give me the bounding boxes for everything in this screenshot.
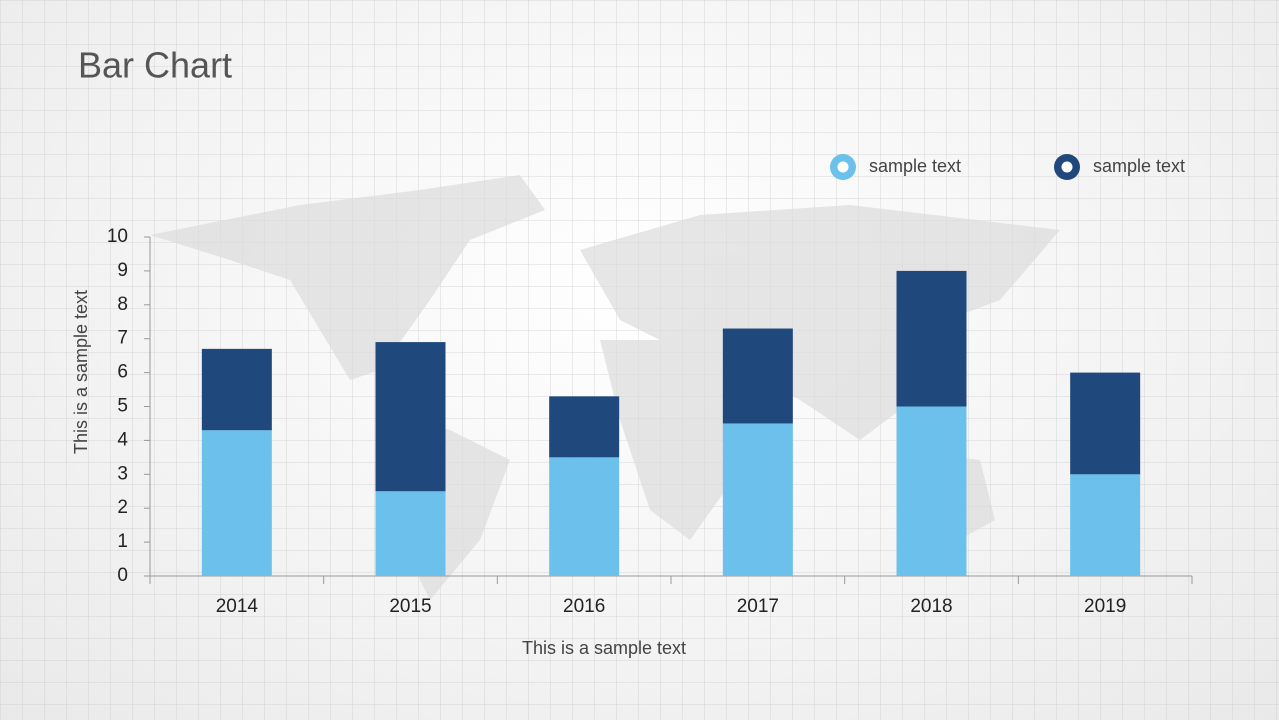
bar-segment xyxy=(896,406,967,576)
y-tick-label: 4 xyxy=(117,429,128,450)
legend-marker-dot xyxy=(837,161,849,173)
bar-segment xyxy=(722,328,793,424)
x-tick-label: 2015 xyxy=(389,596,431,617)
bar-segment xyxy=(549,396,620,458)
bar-segment xyxy=(375,491,446,576)
x-axis-label: This is a sample text xyxy=(522,638,686,658)
y-tick-label: 7 xyxy=(117,328,128,349)
bar-segment xyxy=(201,348,272,431)
bar-segment xyxy=(375,342,446,492)
bar-segment xyxy=(201,430,272,576)
y-tick-label: 10 xyxy=(107,226,128,247)
bar-segment xyxy=(549,457,620,576)
bar-segment xyxy=(722,423,793,576)
chart-title: Bar Chart xyxy=(78,45,232,86)
x-tick-label: 2017 xyxy=(737,596,779,617)
y-tick-label: 2 xyxy=(117,497,128,518)
bar-segment xyxy=(1070,372,1141,475)
y-tick-label: 9 xyxy=(117,260,128,281)
y-tick-label: 3 xyxy=(117,463,128,484)
y-tick-label: 8 xyxy=(117,294,128,315)
legend-label: sample text xyxy=(869,156,961,176)
legend-label: sample text xyxy=(1093,156,1185,176)
x-tick-label: 2014 xyxy=(216,596,259,617)
x-tick-label: 2016 xyxy=(563,596,605,617)
y-tick-label: 5 xyxy=(117,396,128,417)
bar-segment xyxy=(896,270,967,407)
y-axis-label: This is a sample text xyxy=(71,290,91,454)
legend-marker-dot xyxy=(1061,161,1073,173)
x-tick-label: 2018 xyxy=(910,596,952,617)
y-tick-label: 6 xyxy=(117,362,128,383)
y-tick-label: 1 xyxy=(117,531,128,552)
x-tick-label: 2019 xyxy=(1084,596,1126,617)
bar-segment xyxy=(1070,474,1141,576)
y-tick-label: 0 xyxy=(117,565,128,586)
